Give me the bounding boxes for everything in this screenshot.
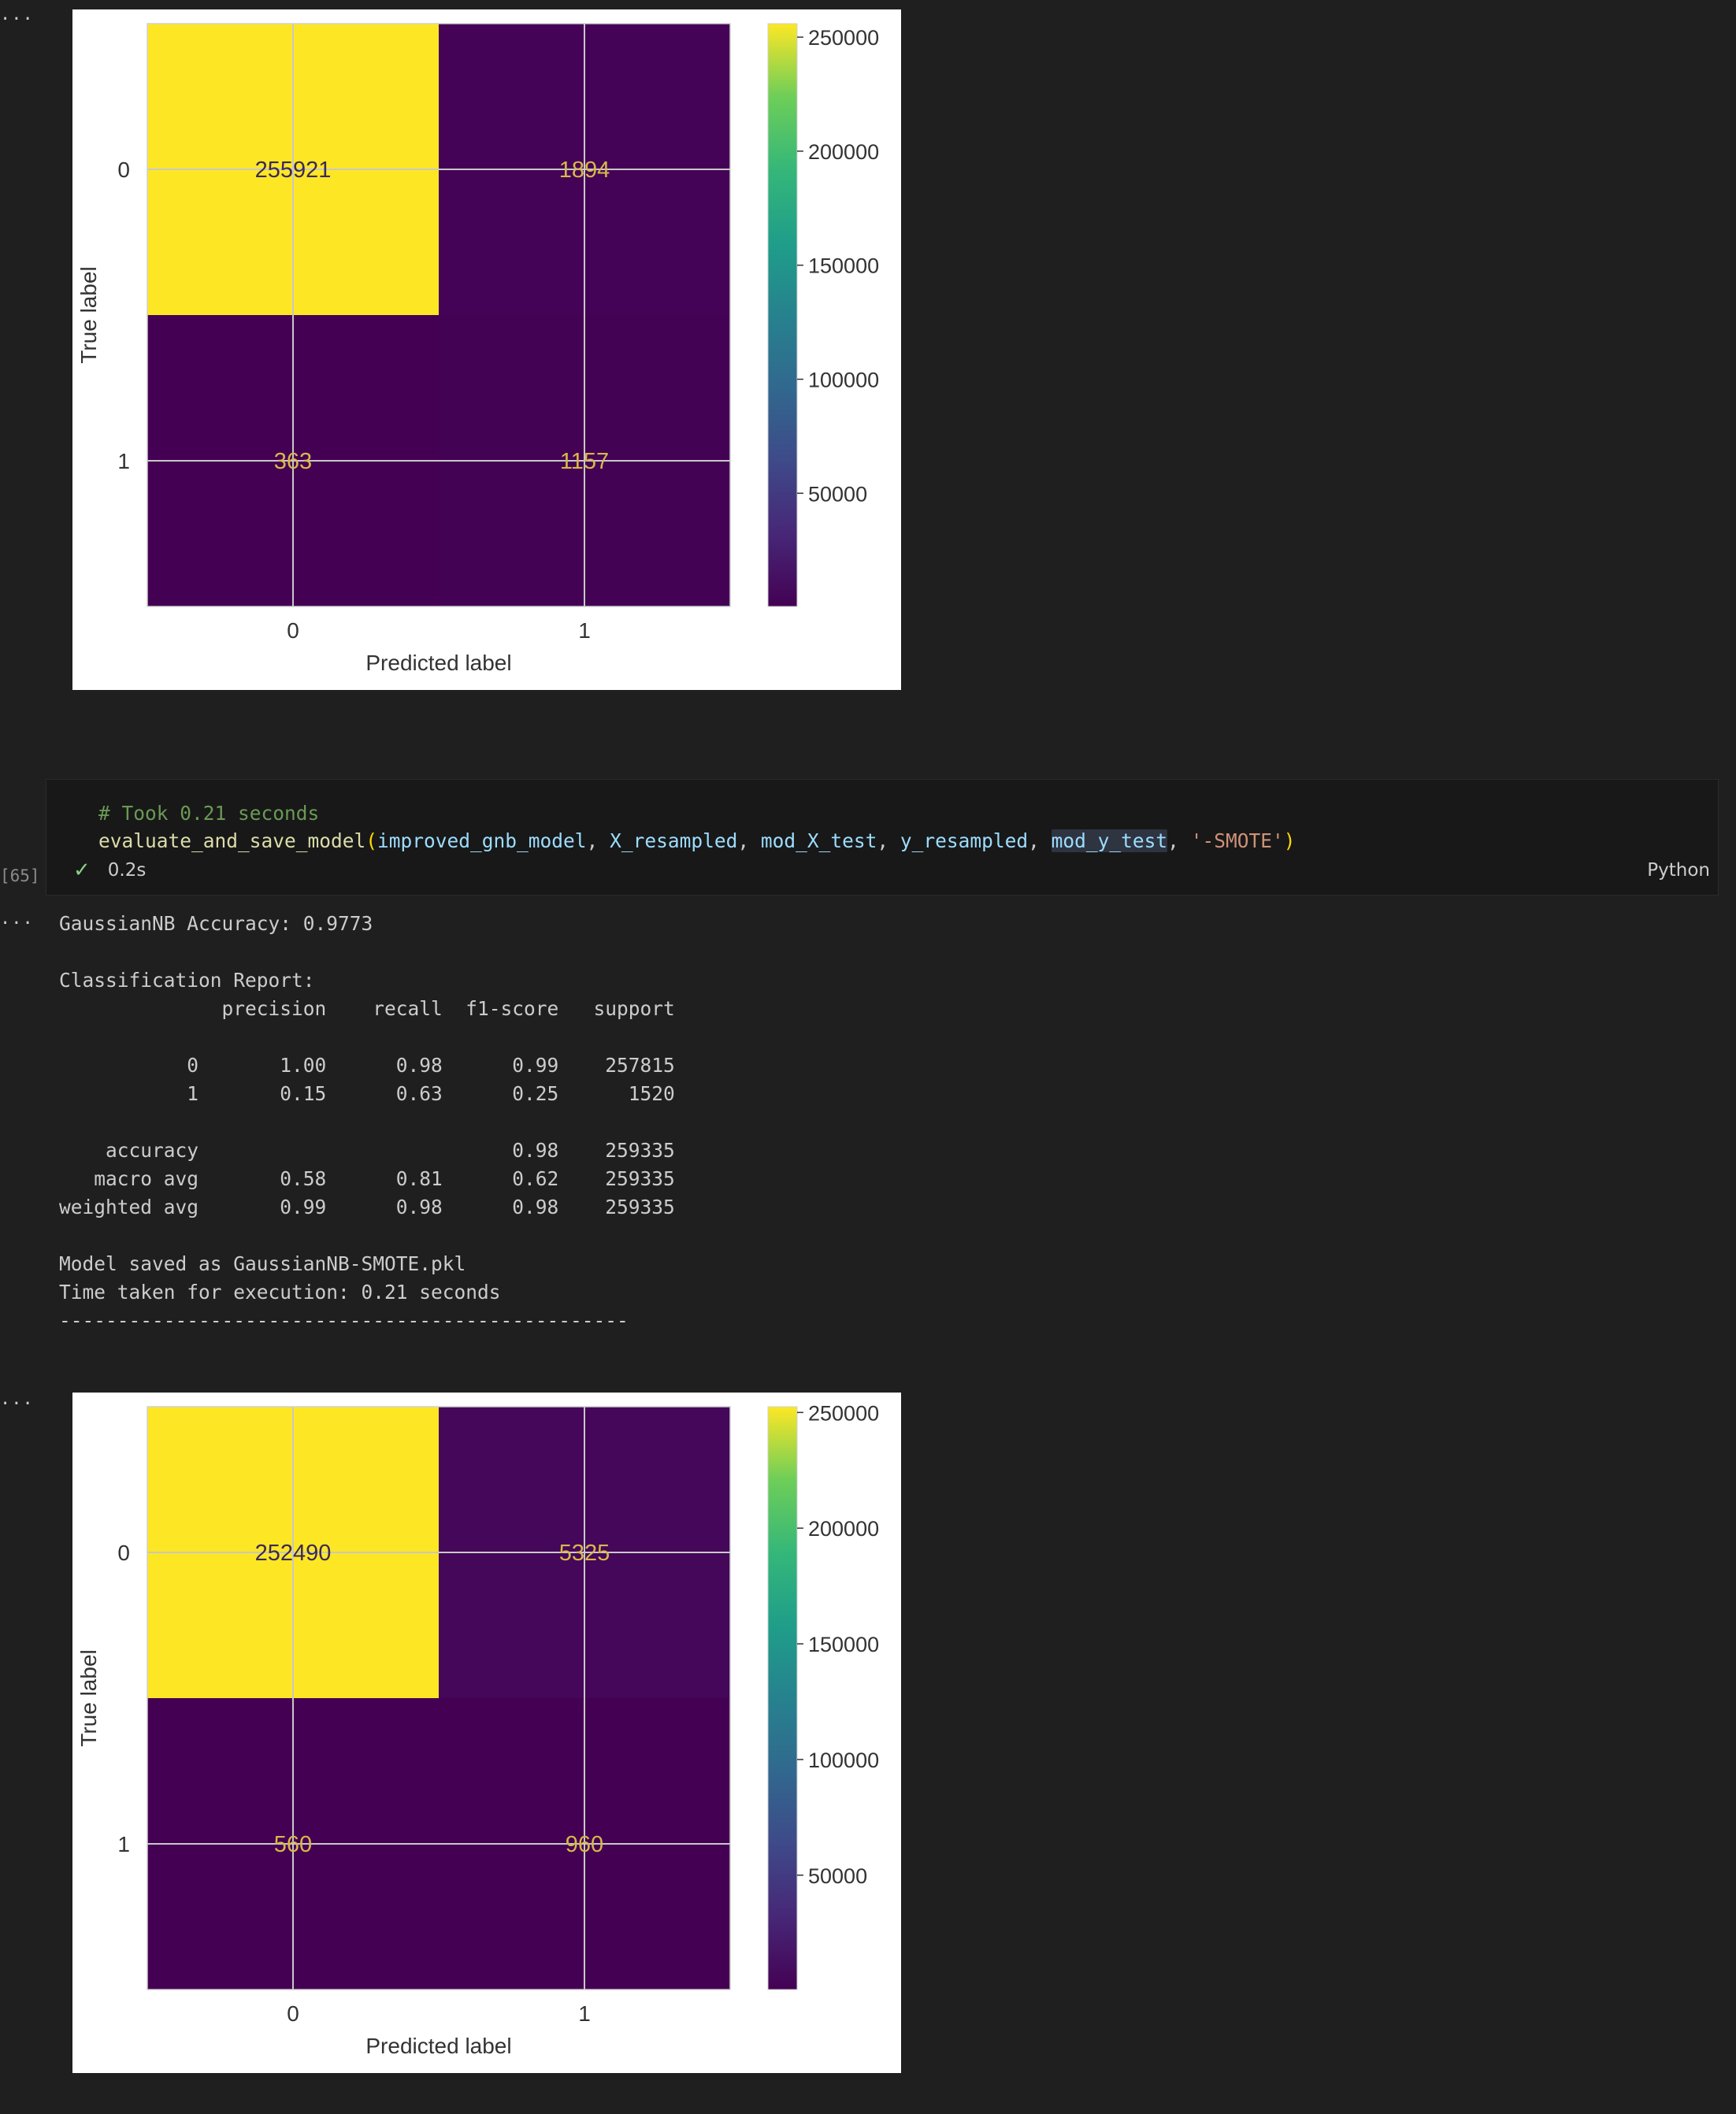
cell-value-0-0: 252490 [255,1541,332,1566]
plot-frame [147,23,731,607]
code-comment: # Took 0.21 seconds [98,799,319,828]
colorbar-tick-label: 50000 [808,482,867,506]
colorbar-tick-label: 250000 [808,1401,879,1425]
cell-text-output: GaussianNB Accuracy: 0.9773 Classificati… [59,912,675,1332]
confusion-matrix-plot-1: 255921 1894 363 1157 0 1 0 1 Predicted label True… [72,9,901,690]
colorbar-tick-label: 50000 [808,1864,867,1888]
execution-count: [65] [0,866,40,885]
arg-sep: , [1028,829,1052,852]
confusion-matrix-svg-1: 255921 1894 363 1157 0 1 0 1 Predicted label True… [76,23,879,675]
confusion-matrix-plot-2: 252490 5325 560 960 0 1 0 1 Predicted label True … [72,1393,901,2073]
string-arg: '-SMOTE' [1190,829,1284,852]
colorbar-tick-label: 250000 [808,26,879,50]
y-axis-label: True label [76,1649,101,1746]
arg-4: mod_y_test [1051,829,1168,852]
y-tick-label: 0 [117,158,130,182]
cell-value-0-1: 1894 [559,158,610,183]
cell-value-1-1: 1157 [560,449,609,474]
cell-status: ✓ 0.2s [73,859,146,882]
language-selector[interactable]: Python [1647,860,1710,881]
x-axis-label: Predicted label [365,651,511,675]
x-tick-label: 1 [578,618,591,643]
colorbar-tick-label: 100000 [808,368,879,391]
check-icon: ✓ [73,859,91,882]
confusion-matrix-svg-2: 252490 5325 560 960 0 1 0 1 Predicted label True … [76,1401,879,2058]
arg-2: mod_X_test [760,829,877,852]
colorbar-tick-label: 200000 [808,1517,879,1541]
colorbar-tick-label: 150000 [808,1633,879,1656]
execution-duration: 0.2s [107,860,147,881]
cell-value-1-0: 560 [274,1832,312,1857]
x-tick-label: 0 [287,618,299,643]
y-tick-label: 1 [117,449,130,473]
colorbar [767,23,798,607]
arg-3: y_resampled [900,829,1029,852]
arg-sep: , [1167,829,1191,852]
cell-value-1-1: 960 [566,1832,603,1857]
arg-0: improved_gnb_model [377,829,587,852]
code-cell[interactable]: # Took 0.21 seconds evaluate_and_save_mo… [46,779,1719,896]
open-paren: ( [365,829,378,852]
x-axis-label: Predicted label [365,2034,511,2058]
arg-sep: , [586,829,610,852]
output-menu-icon[interactable]: ... [0,5,34,24]
arg-1: X_resampled [610,829,738,852]
comment-text: # Took 0.21 seconds [98,802,320,825]
function-name: evaluate_and_save_model [98,829,366,852]
arg-sep: , [737,829,761,852]
code-call-line[interactable]: evaluate_and_save_model(improved_gnb_mod… [98,827,1295,855]
colorbar-tick-label: 150000 [808,254,879,278]
output-menu-icon[interactable]: ... [0,1389,34,1409]
y-axis-label: True label [76,266,101,363]
y-tick-label: 0 [117,1541,130,1565]
plot-frame [147,1406,731,1990]
cell-value-0-1: 5325 [559,1541,610,1566]
colorbar-tick-label: 100000 [808,1749,879,1772]
close-paren: ) [1283,829,1296,852]
arg-sep: , [877,829,900,852]
output-menu-icon[interactable]: ... [0,909,34,929]
x-tick-label: 0 [287,2001,299,2026]
cell-value-1-0: 363 [274,449,312,474]
colorbar-tick-label: 200000 [808,140,879,164]
colorbar [767,1406,798,1990]
cell-value-0-0: 255921 [255,158,332,183]
x-tick-label: 1 [578,2001,591,2026]
y-tick-label: 1 [117,1832,130,1856]
